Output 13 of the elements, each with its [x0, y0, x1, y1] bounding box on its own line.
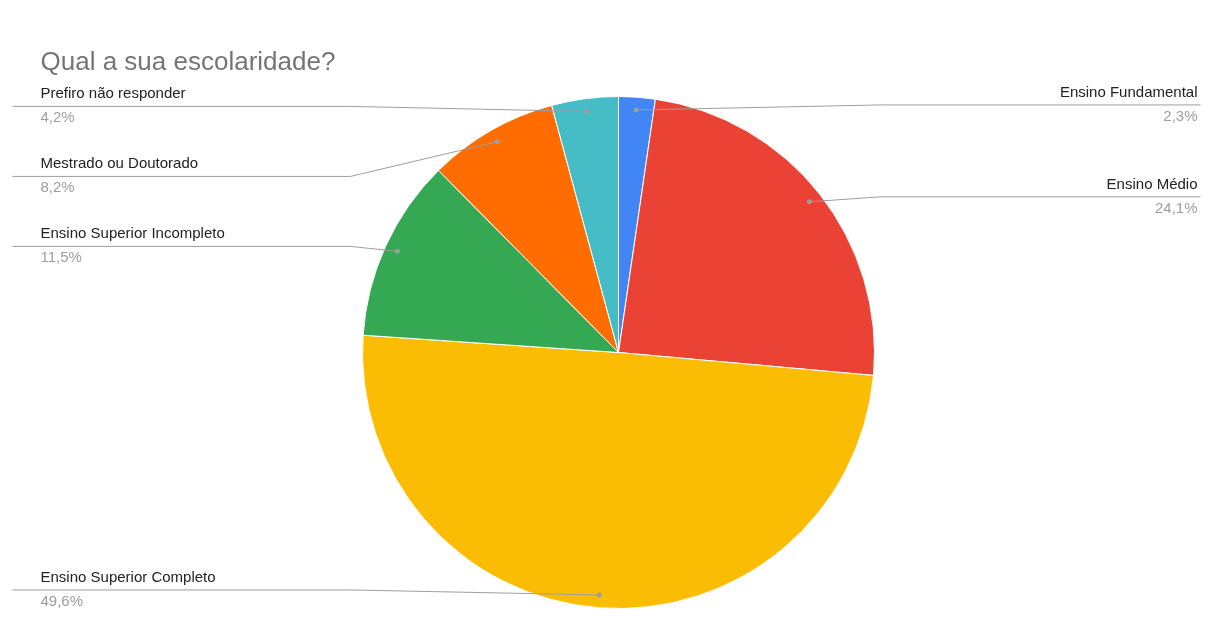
data-label: 8,2%	[40, 178, 75, 196]
slice-label: Ensino Fundamental	[1059, 82, 1198, 100]
data-label: 11,5%	[40, 248, 82, 266]
slice-label: Prefiro não responder	[40, 84, 186, 102]
data-label: 4,2%	[40, 108, 75, 126]
data-label: 2,3%	[1163, 106, 1198, 124]
slice-label: Mestrado ou Doutorado	[40, 154, 199, 172]
slice-label: Ensino Superior Incompleto	[40, 224, 225, 242]
chart-title: Qual a sua escolaridade?	[40, 45, 336, 76]
slice-label: Ensino Médio	[1106, 174, 1198, 192]
data-label: 49,6%	[40, 591, 84, 609]
data-label: 24,1%	[1154, 198, 1198, 216]
slice-label: Ensino Superior Completo	[40, 567, 216, 585]
